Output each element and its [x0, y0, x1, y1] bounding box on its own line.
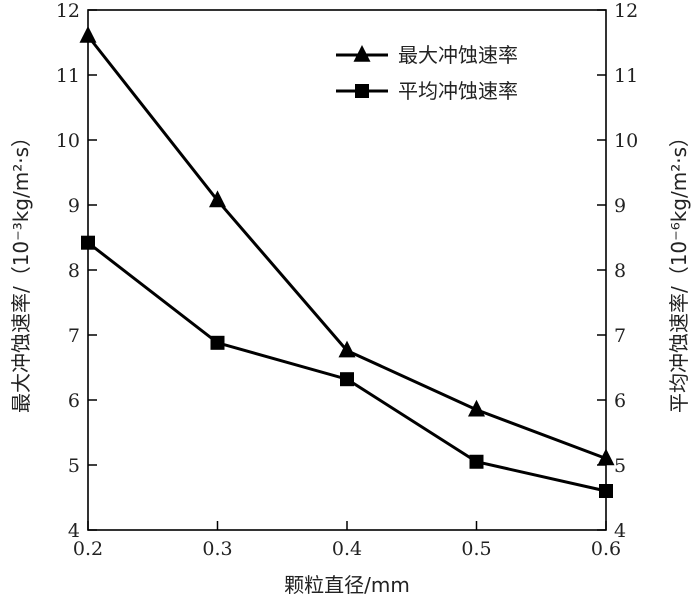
y-tick-label-right: 9 [614, 195, 626, 217]
legend-marker-triangle [353, 44, 371, 62]
y-tick-label-left: 8 [68, 260, 80, 282]
y-tick-label-right: 11 [614, 65, 638, 87]
series-line-1 [86, 35, 607, 460]
data-point-max [597, 448, 615, 466]
y-tick-label-left: 9 [68, 195, 80, 217]
legend-marker-square [355, 84, 369, 98]
x-axis-label: 颗粒直径/mm [284, 573, 410, 597]
data-point-avg [469, 454, 484, 469]
y-tick-label-left: 10 [56, 130, 80, 152]
data-point-avg [81, 235, 95, 250]
x-tick-label: 0.5 [461, 538, 491, 560]
data-point-avg [340, 372, 354, 387]
y-tick-label-left: 7 [68, 325, 80, 347]
x-tick-label: 0.2 [73, 538, 103, 560]
y-tick-label-right: 12 [614, 0, 638, 22]
y-tick-label-left: 6 [68, 390, 80, 412]
y-tick-label-left: 4 [68, 520, 80, 542]
y-tick-label-left: 5 [68, 455, 80, 477]
y-tick-label-left: 11 [56, 65, 80, 87]
data-point-avg [210, 335, 225, 350]
y-tick-label-right: 8 [614, 260, 626, 282]
y-tick-label-right: 4 [614, 520, 626, 542]
y-tick-label-right: 10 [614, 130, 638, 152]
x-tick-label: 0.6 [591, 538, 621, 560]
legend-label: 最大冲蚀速率 [398, 43, 518, 67]
series-line-2 [87, 241, 607, 493]
plot-frame [87, 9, 607, 531]
data-point-max [79, 25, 97, 43]
x-tick-label: 0.3 [202, 538, 232, 560]
data-point-max [338, 340, 356, 358]
legend-label: 平均冲蚀速率 [398, 79, 518, 103]
y-tick-label-right: 7 [614, 325, 626, 347]
data-point-avg [599, 484, 613, 498]
y-tick-label-left: 12 [56, 0, 80, 22]
x-tick-label: 0.4 [332, 538, 362, 560]
y-axis-label-right: 平均冲蚀速率/（10⁻⁶kg/m²·s） [667, 127, 691, 413]
series-group [79, 25, 615, 498]
y-tick-label-right: 6 [614, 390, 626, 412]
data-point-max [468, 399, 485, 417]
y-axis-label-left: 最大冲蚀速率/（10⁻³kg/m²·s） [9, 127, 33, 413]
data-point-max [209, 190, 226, 208]
y-tick-label-right: 5 [614, 455, 626, 477]
